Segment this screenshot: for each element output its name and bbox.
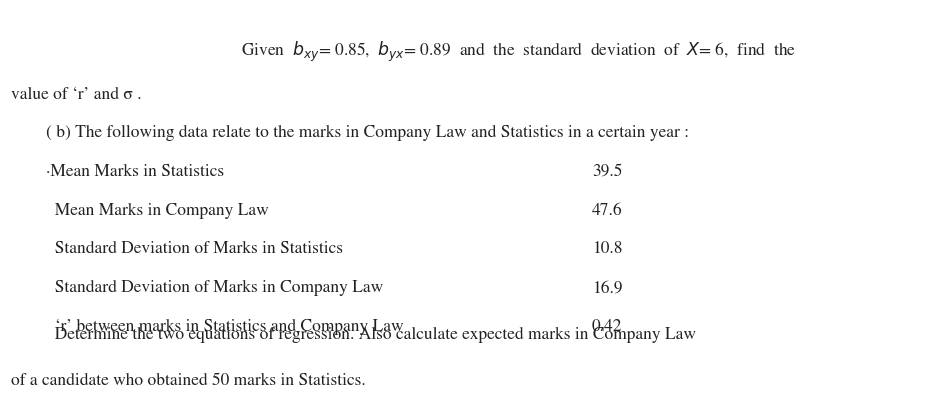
Text: ·Mean Marks in Statistics: ·Mean Marks in Statistics [46,164,225,180]
Text: Standard Deviation of Marks in Company Law: Standard Deviation of Marks in Company L… [46,280,384,296]
Text: value of ‘r’ and σᵧ.: value of ‘r’ and σᵧ. [11,87,142,103]
Text: 39.5: 39.5 [592,164,622,180]
Text: ( b) The following data relate to the marks in Company Law and Statistics in a c: ( b) The following data relate to the ma… [46,125,689,141]
Text: Given  $b_{xy}$= 0.85,  $b_{yx}$= 0.89  and  the  standard  deviation  of  $X$= : Given $b_{xy}$= 0.85, $b_{yx}$= 0.89 and… [241,39,796,64]
Text: 10.8: 10.8 [592,241,622,257]
Text: Mean Marks in Company Law: Mean Marks in Company Law [46,203,269,219]
Text: 0.42: 0.42 [592,319,622,335]
Text: 16.9: 16.9 [592,280,622,296]
Text: ‘r’ between marks in Statistics and Company Law: ‘r’ between marks in Statistics and Comp… [46,319,403,335]
Text: Determine the two equations of regression. Also calculate expected marks in Comp: Determine the two equations of regressio… [46,327,696,343]
Text: Standard Deviation of Marks in Statistics: Standard Deviation of Marks in Statistic… [46,241,344,257]
Text: of a candidate who obtained 50 marks in Statistics.: of a candidate who obtained 50 marks in … [11,373,366,389]
Text: 47.6: 47.6 [592,203,622,219]
